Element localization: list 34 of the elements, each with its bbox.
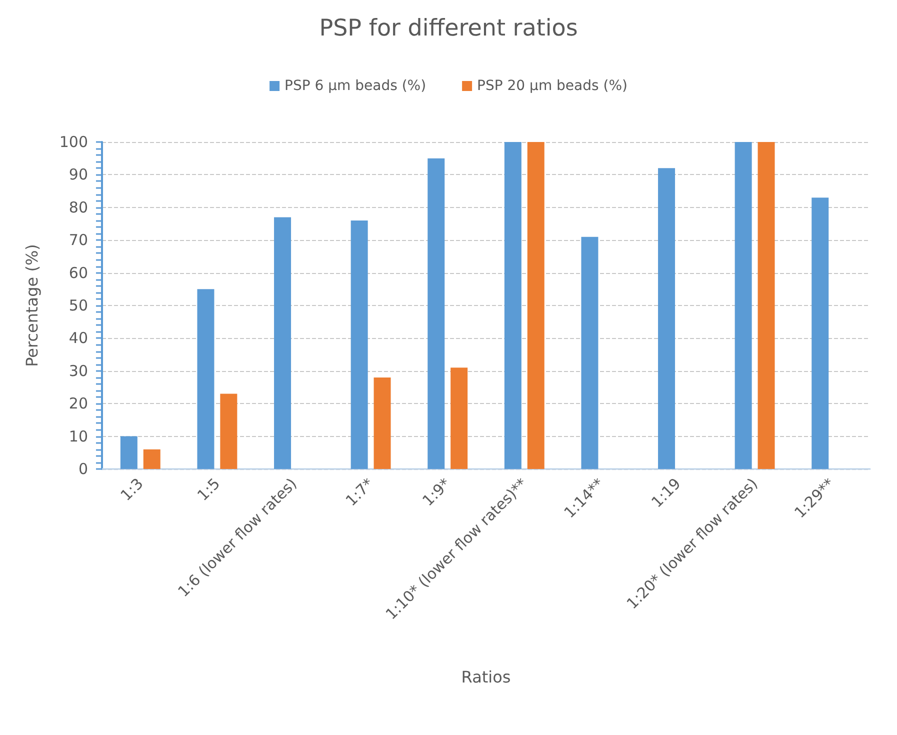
chart-title: PSP for different ratios bbox=[319, 16, 578, 42]
bar bbox=[120, 436, 138, 469]
bar bbox=[450, 368, 468, 469]
bar bbox=[374, 377, 391, 469]
bar bbox=[812, 198, 829, 469]
bar bbox=[197, 289, 214, 469]
y-tick-label: 90 bbox=[68, 166, 88, 184]
y-tick-label: 100 bbox=[59, 133, 88, 151]
bar bbox=[758, 142, 775, 469]
bar bbox=[504, 142, 522, 469]
bar bbox=[527, 142, 544, 469]
y-tick-label: 30 bbox=[68, 362, 88, 380]
legend-label: PSP 20 µm beads (%) bbox=[477, 78, 628, 94]
x-tick-label: 1:5 bbox=[194, 474, 224, 504]
y-tick-label: 80 bbox=[68, 198, 88, 216]
bar bbox=[581, 236, 598, 469]
y-tick-label: 60 bbox=[68, 264, 88, 282]
y-tick-label: 70 bbox=[68, 231, 88, 250]
y-tick-label: 20 bbox=[68, 394, 88, 413]
y-tick-label: 0 bbox=[78, 460, 88, 478]
bar bbox=[350, 220, 368, 469]
bar bbox=[220, 394, 238, 469]
x-tick-label: 1:3 bbox=[116, 474, 147, 504]
y-tick-label: 50 bbox=[68, 296, 88, 314]
bar bbox=[658, 168, 676, 469]
bar bbox=[734, 142, 752, 469]
bar bbox=[143, 449, 160, 469]
bar bbox=[274, 217, 292, 469]
legend-label: PSP 6 µm beads (%) bbox=[284, 78, 426, 94]
y-axis-title: Percentage (%) bbox=[22, 244, 42, 367]
y-tick-label: 40 bbox=[68, 329, 88, 348]
y-tick-label: 10 bbox=[68, 427, 88, 446]
x-axis-title: Ratios bbox=[461, 668, 511, 686]
bar bbox=[428, 158, 445, 469]
